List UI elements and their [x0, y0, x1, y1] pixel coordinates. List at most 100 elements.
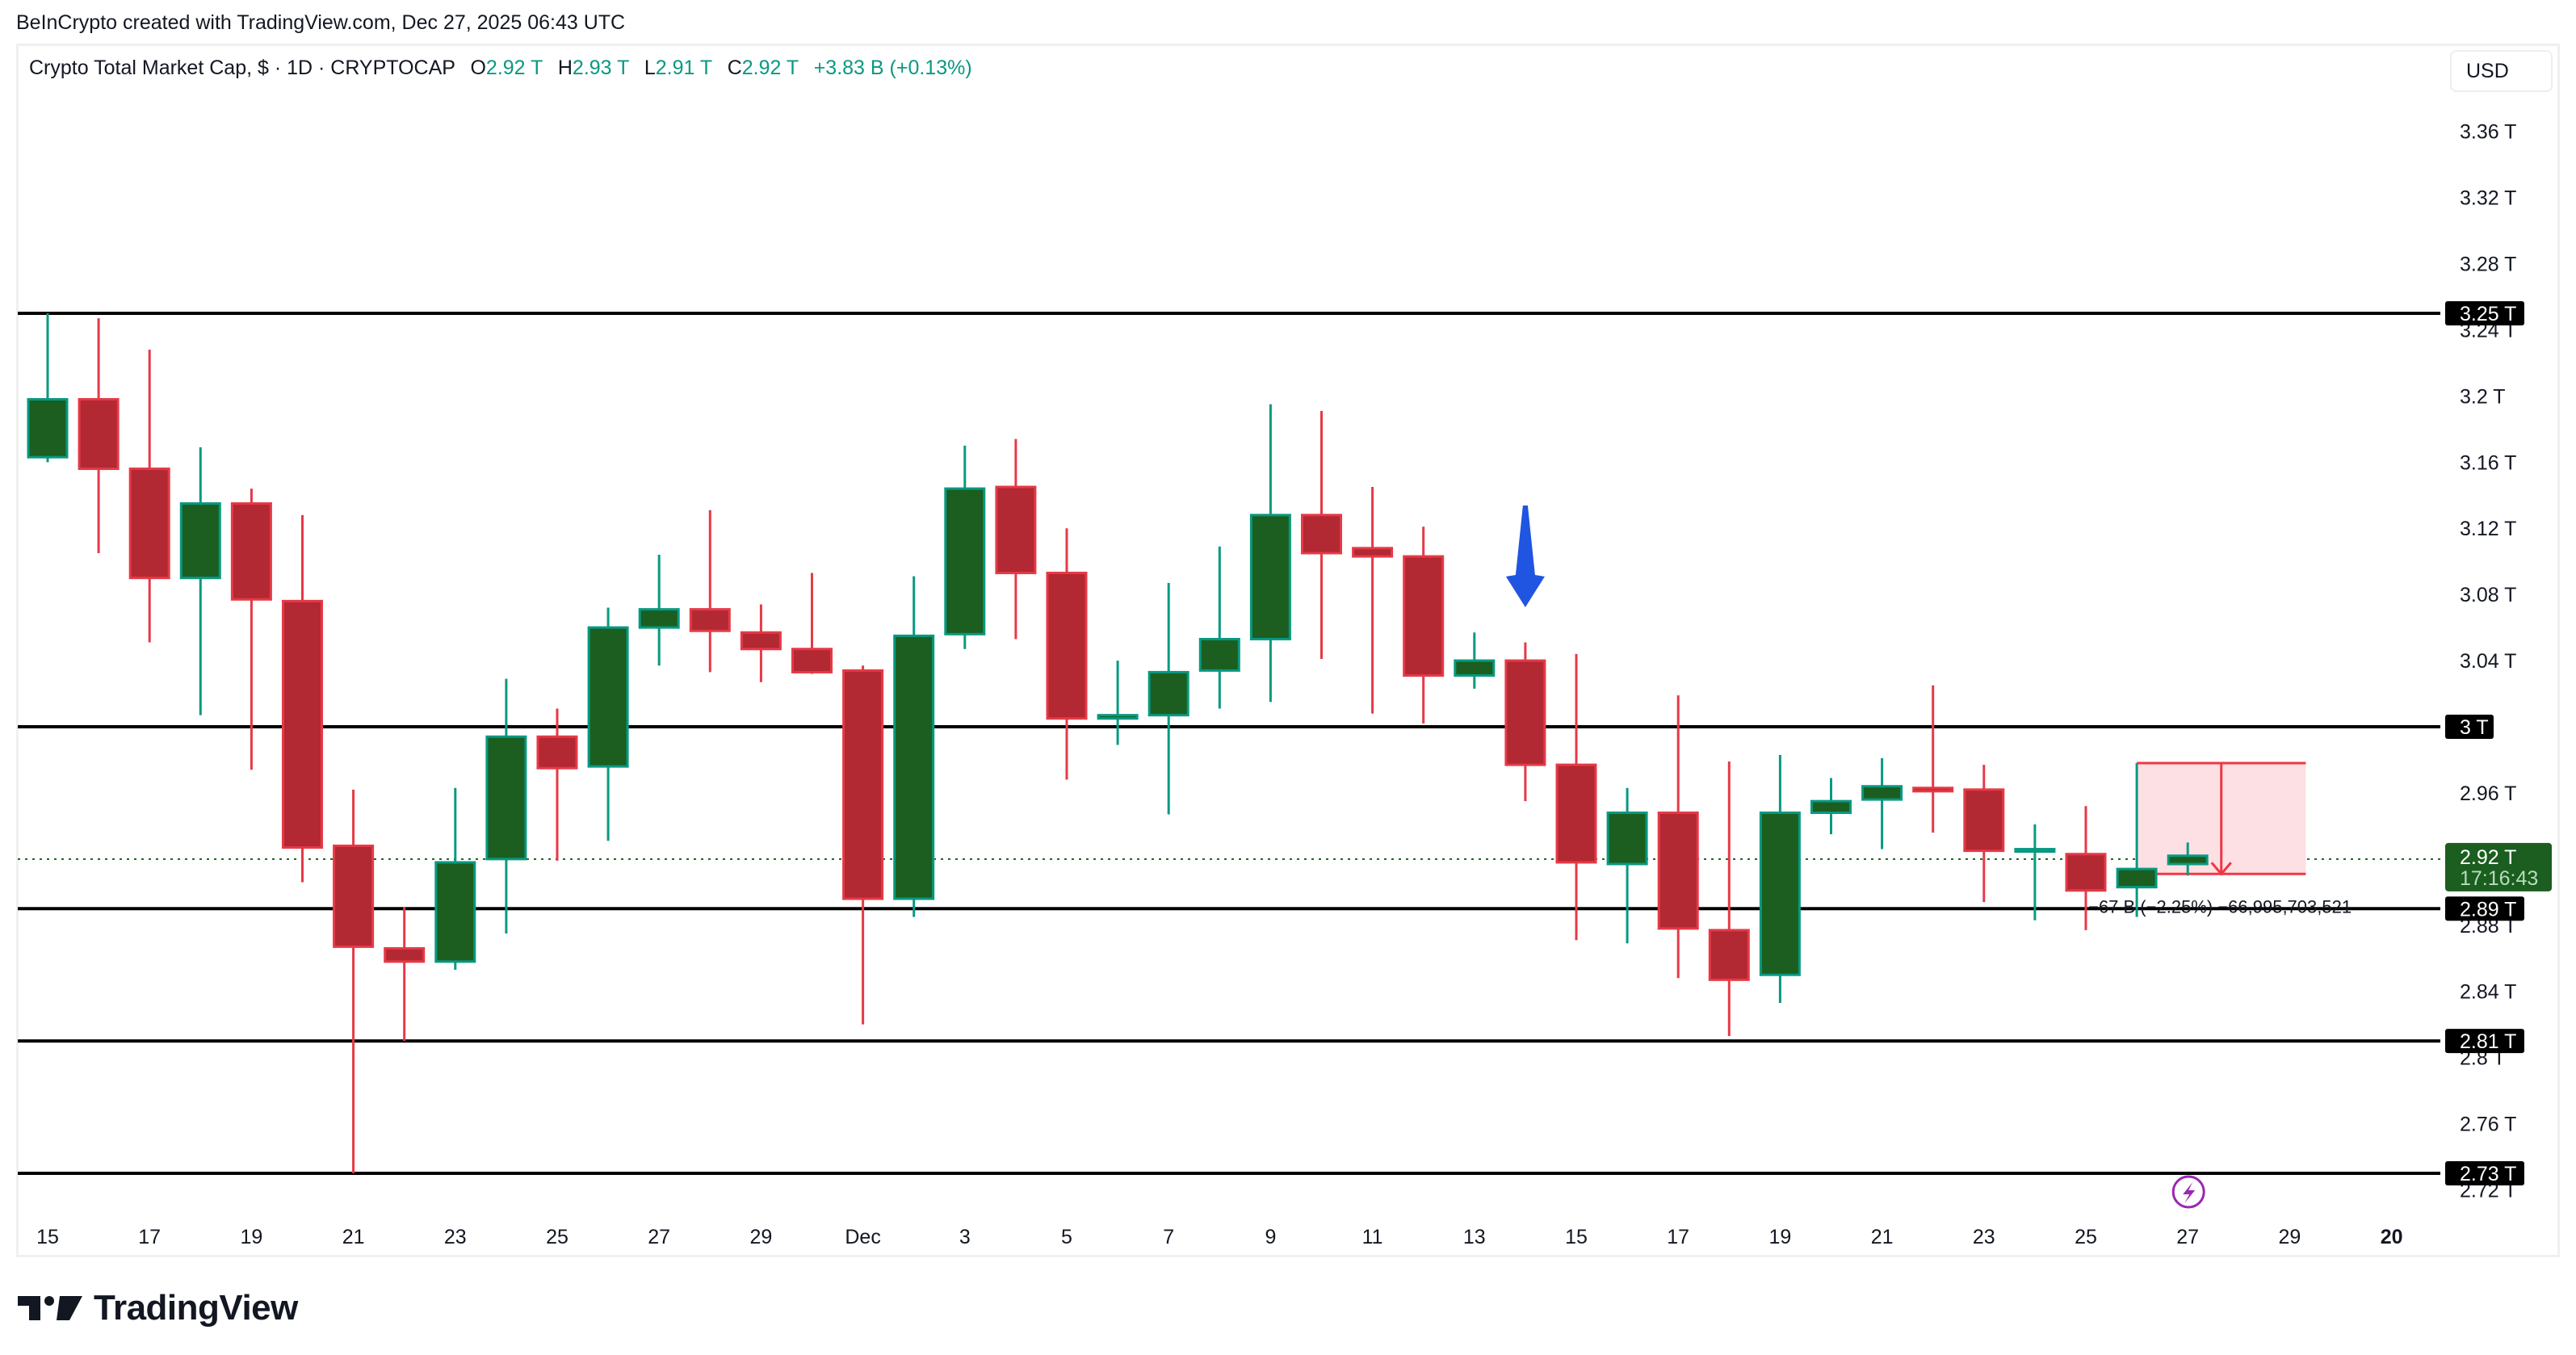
candle[interactable]: [434, 787, 476, 971]
current-price-tag: [2445, 842, 2552, 891]
time-axis: 15 17 19 21 23 25 27 29 Dec 3 5 7 9 11 13 15 17 19 21 23 25 2…: [36, 1226, 2402, 1248]
candle[interactable]: [1963, 765, 2005, 903]
time-label: 11: [1362, 1226, 1383, 1248]
time-label: 29: [749, 1226, 772, 1248]
low-label: L: [644, 57, 656, 79]
horizontal-levels: [18, 312, 2440, 1175]
tradingview-logo[interactable]: TradingView: [18, 1288, 298, 1328]
candle[interactable]: [1352, 487, 1394, 714]
candle[interactable]: [2167, 842, 2209, 876]
level-tag: [2445, 896, 2524, 921]
price-tick: 2.96 T: [2460, 782, 2516, 805]
candle[interactable]: [2116, 763, 2158, 917]
candle[interactable]: [230, 489, 272, 770]
candle[interactable]: [1504, 642, 1546, 802]
candle[interactable]: [740, 604, 782, 682]
symbol-legend: Crypto Total Market Cap, $ · 1D · CRYPTO…: [29, 57, 972, 80]
candle[interactable]: [944, 445, 986, 649]
high-label: H: [557, 57, 573, 79]
price-tick: 2.84 T: [2460, 981, 2516, 1004]
chart-frame: [16, 44, 2560, 1257]
candle[interactable]: [128, 350, 170, 643]
price-tick: 3.12 T: [2460, 518, 2516, 540]
level-tag-label: 2.89 T: [2460, 898, 2516, 921]
time-label: 27: [2176, 1226, 2199, 1248]
candle[interactable]: [791, 573, 833, 674]
price-axis: 3.36 T3.32 T3.28 T3.24 T3.2 T3.16 T3.12 …: [2445, 121, 2552, 1202]
time-label: 19: [1768, 1226, 1791, 1248]
candle[interactable]: [995, 438, 1037, 640]
candle[interactable]: [384, 907, 426, 1042]
candle[interactable]: [27, 313, 69, 463]
candle[interactable]: [638, 555, 680, 666]
candle[interactable]: [1198, 546, 1240, 709]
candle[interactable]: [333, 789, 375, 1173]
candle[interactable]: [78, 318, 120, 553]
price-tick: 3.08 T: [2460, 584, 2516, 606]
candle[interactable]: [282, 514, 323, 883]
time-label: 23: [1973, 1226, 1995, 1248]
symbol-title: Crypto Total Market Cap, $ · 1D · CRYPTO…: [29, 57, 455, 79]
close-value: 2.92 T: [741, 57, 799, 79]
candle[interactable]: [1249, 404, 1291, 703]
candle[interactable]: [179, 447, 221, 715]
price-tick: 3.36 T: [2460, 121, 2516, 144]
bar-countdown: 17:16:43: [2460, 867, 2538, 890]
candle[interactable]: [1097, 661, 1139, 745]
candle[interactable]: [1555, 653, 1597, 941]
level-tag: [2445, 1160, 2524, 1185]
candle[interactable]: [842, 665, 884, 1025]
price-tick: 2.76 T: [2460, 1114, 2516, 1136]
time-label: 15: [36, 1226, 59, 1248]
candle[interactable]: [1912, 685, 1954, 833]
open-label: O: [470, 57, 486, 79]
time-label: 15: [1565, 1226, 1588, 1248]
candle[interactable]: [1606, 787, 1648, 944]
candle[interactable]: [1759, 754, 1801, 1004]
candle[interactable]: [1810, 778, 1852, 835]
down-arrow-icon: [1505, 506, 1545, 607]
tradingview-logo-text: TradingView: [94, 1288, 298, 1328]
time-label: 21: [1871, 1226, 1894, 1248]
candle[interactable]: [893, 576, 935, 917]
candle[interactable]: [1301, 410, 1342, 660]
open-value: 2.92 T: [485, 57, 543, 79]
level-tag-label: 3 T: [2460, 716, 2489, 739]
candle[interactable]: [689, 510, 731, 673]
level-tag: [2445, 715, 2494, 739]
price-tick: 3.2 T: [2460, 385, 2506, 408]
time-label: 25: [2075, 1226, 2097, 1248]
current-price-label: 2.92 T: [2460, 846, 2516, 869]
candle[interactable]: [2014, 824, 2056, 921]
candle[interactable]: [1403, 526, 1445, 724]
candle[interactable]: [536, 708, 578, 861]
candle[interactable]: [1861, 757, 1903, 849]
time-label: 27: [648, 1226, 670, 1248]
lightning-event-icon: [2171, 1175, 2205, 1209]
candle[interactable]: [1046, 528, 1088, 780]
candle[interactable]: [1454, 632, 1496, 689]
time-label: 20: [2381, 1226, 2403, 1248]
level-tag-label: 3.25 T: [2460, 303, 2516, 325]
time-label: 5: [1061, 1226, 1072, 1248]
change-value: +3.83 B (+0.13%): [813, 57, 972, 79]
price-tick: 3.16 T: [2460, 451, 2516, 474]
candle[interactable]: [1657, 695, 1699, 979]
time-label: 7: [1163, 1226, 1174, 1248]
candle[interactable]: [1147, 582, 1189, 815]
time-label: 21: [342, 1226, 365, 1248]
level-tag: [2445, 1029, 2524, 1054]
currency-button[interactable]: USD: [2450, 50, 2553, 92]
level-tag-label: 2.81 T: [2460, 1030, 2516, 1053]
candle[interactable]: [1708, 761, 1750, 1036]
time-label: 17: [1667, 1226, 1689, 1248]
candle[interactable]: [485, 678, 527, 933]
level-tag-label: 2.73 T: [2460, 1163, 2516, 1185]
time-label: 25: [546, 1226, 568, 1248]
candle[interactable]: [587, 607, 629, 841]
time-label: Dec: [845, 1226, 880, 1248]
time-label: 17: [138, 1226, 161, 1248]
candle[interactable]: [2065, 806, 2107, 930]
price-tick: 3.28 T: [2460, 254, 2516, 276]
